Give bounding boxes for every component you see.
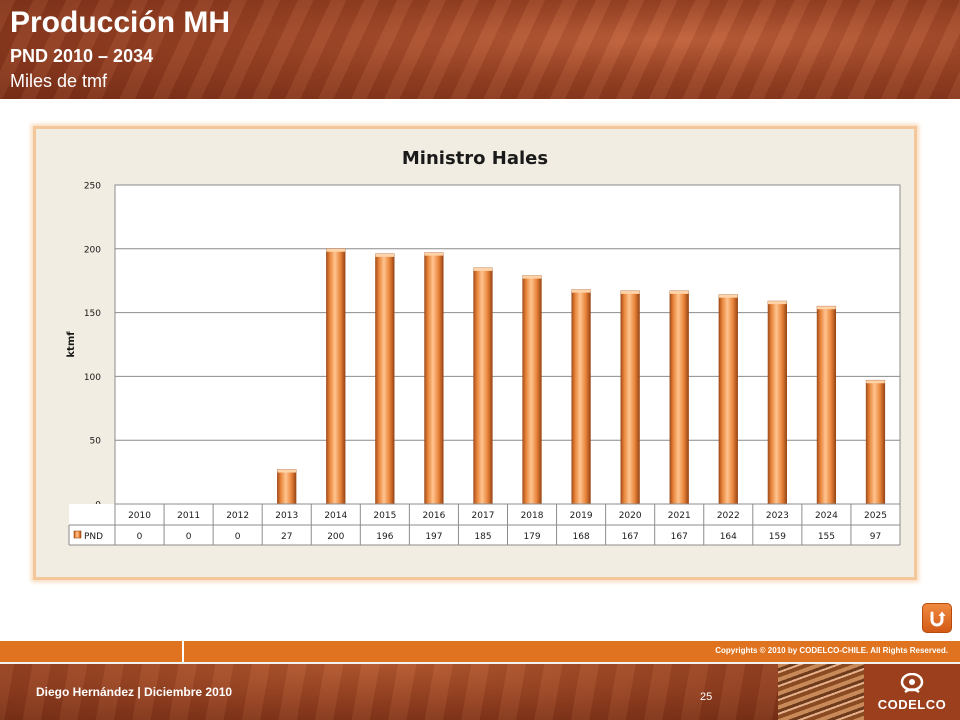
y-axis-label: ktmf bbox=[66, 331, 77, 358]
x-tick-label: 2013 bbox=[275, 511, 298, 521]
bar-2021 bbox=[669, 290, 689, 505]
data-label: 167 bbox=[671, 532, 688, 542]
bar-cap bbox=[620, 290, 640, 294]
data-label: 27 bbox=[281, 532, 292, 542]
bar-2018 bbox=[522, 275, 542, 505]
chart-title: Ministro Hales bbox=[402, 148, 548, 169]
x-tick-label: 2016 bbox=[422, 511, 445, 521]
bar-cap bbox=[817, 306, 836, 310]
bar-cap bbox=[669, 290, 689, 294]
bar-2015 bbox=[375, 253, 395, 505]
data-label: 167 bbox=[622, 532, 639, 542]
bar-2016 bbox=[424, 252, 444, 505]
copyright-text: Copyrights © 2010 by CODELCO-CHILE. All … bbox=[715, 646, 948, 655]
y-tick-label: 200 bbox=[84, 245, 101, 255]
bar-cap bbox=[866, 380, 885, 384]
bar-2025 bbox=[865, 379, 886, 505]
bar-chart: Ministro Hales ktmf 0 50 100 150 200 250 2010… bbox=[66, 148, 901, 546]
logo-text: CODELCO bbox=[877, 696, 947, 712]
data-label: 159 bbox=[769, 532, 786, 542]
data-label: 179 bbox=[523, 532, 540, 542]
x-tick-label: 2024 bbox=[815, 511, 838, 521]
bar-2019 bbox=[571, 289, 591, 505]
x-tick-label: 2018 bbox=[521, 511, 544, 521]
data-label: 197 bbox=[425, 532, 442, 542]
footer-line bbox=[0, 662, 960, 664]
y-tick-label: 250 bbox=[84, 182, 101, 192]
codelco-logo: CODELCO bbox=[864, 664, 960, 720]
slide-subtitle: PND 2010 – 2034 bbox=[10, 46, 154, 66]
chart-panel: Ministro Hales ktmf 0 50 100 150 200 250 2010… bbox=[33, 126, 917, 580]
u-turn-arrow-icon[interactable] bbox=[922, 603, 952, 633]
y-tick-label: 150 bbox=[84, 309, 101, 319]
bar-2024 bbox=[816, 305, 837, 505]
x-tick-label: 2012 bbox=[226, 511, 249, 521]
bar-cap bbox=[424, 252, 444, 256]
y-tick-label: 100 bbox=[84, 373, 101, 383]
bar-cap bbox=[768, 301, 787, 305]
bar-cap bbox=[277, 469, 297, 473]
data-label: 168 bbox=[573, 532, 590, 542]
x-tick-label: 2022 bbox=[717, 511, 740, 521]
x-tick-label: 2020 bbox=[619, 511, 642, 521]
copper-cable-image bbox=[778, 664, 864, 720]
x-tick-label: 2017 bbox=[472, 511, 495, 521]
bar-cap bbox=[473, 267, 493, 271]
x-tick-label: 2011 bbox=[177, 511, 200, 521]
data-label: 185 bbox=[474, 532, 491, 542]
x-tick-label: 2021 bbox=[668, 511, 691, 521]
bar-cap bbox=[522, 275, 542, 279]
slide-header: Producción MH PND 2010 – 2034 Miles de t… bbox=[0, 0, 960, 99]
slide-title: Producción MH bbox=[10, 6, 231, 39]
slide-footer: Copyrights © 2010 by CODELCO-CHILE. All … bbox=[0, 641, 960, 720]
legend-label: PND bbox=[84, 532, 103, 542]
page-number: 25 bbox=[700, 691, 713, 703]
bar-2023 bbox=[767, 300, 787, 505]
x-tick-label: 2014 bbox=[324, 511, 347, 521]
codelco-logo-icon bbox=[900, 672, 924, 693]
bar-2013 bbox=[277, 469, 297, 505]
data-label: 196 bbox=[376, 532, 393, 542]
data-label: 0 bbox=[235, 532, 241, 542]
footer-divider bbox=[182, 641, 184, 662]
bar-cap bbox=[375, 253, 395, 257]
legend-swatch bbox=[73, 530, 82, 539]
data-label: 0 bbox=[137, 532, 143, 542]
bar-2014 bbox=[326, 248, 346, 505]
bar-2022 bbox=[718, 294, 738, 505]
x-tick-label: 2023 bbox=[766, 511, 789, 521]
bar-cap bbox=[326, 248, 346, 252]
data-label: 164 bbox=[720, 532, 737, 542]
bar-cap bbox=[718, 294, 738, 298]
slide-units: Miles de tmf bbox=[10, 71, 108, 91]
y-tick-label: 50 bbox=[90, 437, 102, 447]
data-label: 0 bbox=[186, 532, 192, 542]
footer-bar bbox=[0, 641, 960, 662]
x-tick-label: 2025 bbox=[864, 511, 887, 521]
data-label: 200 bbox=[327, 532, 344, 542]
data-label: 97 bbox=[870, 532, 881, 542]
data-label: 155 bbox=[818, 532, 835, 542]
bar-2017 bbox=[473, 267, 493, 505]
x-tick-label: 2019 bbox=[570, 511, 593, 521]
bar-2020 bbox=[620, 290, 640, 505]
x-tick-label: 2015 bbox=[373, 511, 396, 521]
x-tick-label: 2010 bbox=[128, 511, 151, 521]
author-text: Diego Hernández | Diciembre 2010 bbox=[36, 685, 233, 699]
bar-cap bbox=[571, 289, 591, 293]
